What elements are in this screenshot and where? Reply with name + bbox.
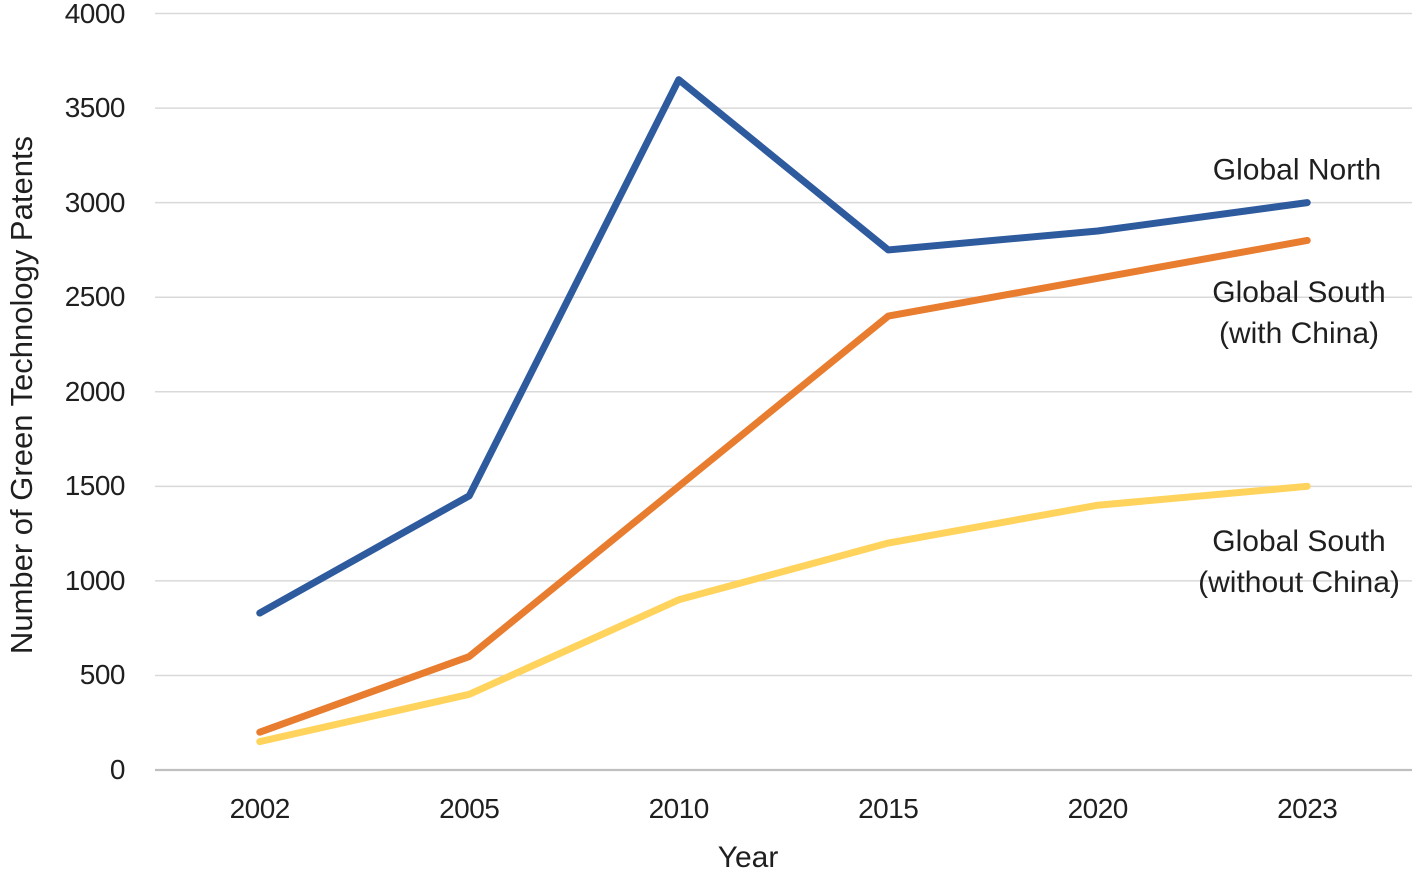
y-tick-3500: 3500 bbox=[64, 92, 126, 124]
y-tick-0: 0 bbox=[109, 754, 126, 785]
y-tick-2000: 2000 bbox=[64, 375, 126, 407]
y-tick-4000: 4000 bbox=[64, 0, 126, 29]
x-tick-2015: 2015 bbox=[858, 793, 919, 824]
series-label-global-south-with-china: Global South (with China) bbox=[1212, 272, 1385, 354]
y-tick-3000: 3000 bbox=[64, 186, 126, 218]
series-label-line: Global North bbox=[1212, 153, 1382, 187]
series-label-line: Global South bbox=[1212, 525, 1386, 558]
y-axis-title: Number of Green Technology Patents bbox=[4, 135, 39, 655]
x-tick-2010: 2010 bbox=[648, 793, 710, 824]
x-tick-2023: 2023 bbox=[1277, 793, 1338, 824]
y-tick-1500: 1500 bbox=[64, 470, 126, 502]
x-tick-2002: 2002 bbox=[229, 793, 291, 824]
series-label-global-north: Global North bbox=[1213, 150, 1381, 191]
series-line-global-south-with-china bbox=[256, 236, 1311, 736]
x-tick-2005: 2005 bbox=[439, 793, 500, 824]
y-tick-2500: 2500 bbox=[64, 281, 126, 313]
series-line-global-south-without-china bbox=[256, 482, 1311, 746]
series-label-line: (with China) bbox=[1218, 317, 1380, 350]
y-tick-500: 500 bbox=[79, 659, 126, 691]
series-label-line: Global South bbox=[1212, 276, 1386, 309]
series-line-global-north bbox=[256, 76, 1311, 617]
series-label-global-south-without-china: Global South (without China) bbox=[1198, 521, 1400, 603]
y-tick-1000: 1000 bbox=[64, 564, 126, 596]
series-label-line: (without China) bbox=[1198, 566, 1400, 599]
x-axis-title: Year bbox=[717, 841, 779, 874]
x-tick-2020: 2020 bbox=[1067, 793, 1129, 824]
